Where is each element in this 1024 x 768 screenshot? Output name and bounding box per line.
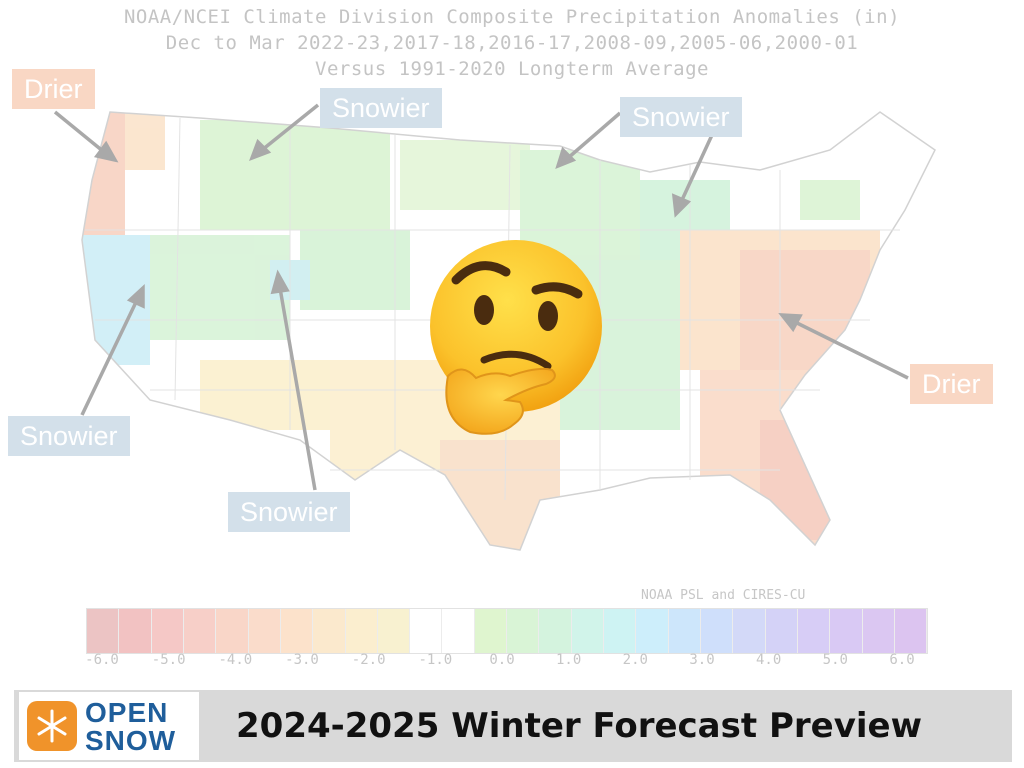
colorbar-cell	[797, 609, 831, 653]
callout-snowier-sierra: Snowier	[8, 416, 130, 456]
colorbar-cell	[87, 609, 120, 653]
colorbar-cell	[474, 609, 508, 653]
colorbar-tick-label: 0.0	[489, 652, 515, 668]
colorbar-cell	[507, 609, 540, 653]
colorbar-cell	[151, 609, 184, 653]
colorbar-tick-label: -5.0	[151, 652, 186, 668]
map-title-line-3: Versus 1991-2020 Longterm Average	[315, 58, 709, 80]
colorbar-cell	[733, 609, 766, 653]
colorbar-cell	[410, 609, 443, 653]
colorbar-cell	[830, 609, 863, 653]
colorbar-cell	[183, 609, 217, 653]
footer-banner: OPEN SNOW 2024-2025 Winter Forecast Prev…	[0, 687, 1024, 768]
colorbar-cell	[571, 609, 604, 653]
colorbar-cell	[668, 609, 701, 653]
colorbar-tick-label: -4.0	[218, 652, 253, 668]
callout-drier-northwest: Drier	[12, 69, 95, 109]
colorbar-cell	[248, 609, 281, 653]
colorbar-tick-label: -3.0	[285, 652, 319, 668]
colorbar	[86, 608, 928, 654]
map-title-line-1: NOAA/NCEI Climate Division Composite Pre…	[123, 6, 901, 28]
colorbar-cell	[862, 609, 895, 653]
colorbar-tick-label: 6.0	[889, 652, 915, 668]
colorbar-cell	[345, 609, 378, 653]
colorbar-cell	[119, 609, 152, 653]
us-outline	[81, 111, 936, 551]
colorbar-tick-label: 4.0	[756, 652, 782, 668]
colorbar-tick-label: -1.0	[418, 652, 453, 668]
colorbar-cell	[700, 609, 734, 653]
colorbar-cell	[765, 609, 798, 653]
map-title-line-2: Dec to Mar 2022-23,2017-18,2016-17,2008-…	[165, 32, 859, 54]
colorbar-tick-label: 2.0	[622, 652, 648, 668]
colorbar-cell	[539, 609, 572, 653]
colorbar-tick-label: -6.0	[85, 652, 119, 668]
logo-text-snow: SNOW	[85, 725, 177, 756]
callout-snowier-northern-rockies: Snowier	[320, 88, 442, 128]
logo-text-open: OPEN	[85, 697, 169, 728]
callout-snowier-great-lakes: Snowier	[620, 97, 742, 137]
colorbar-cell	[313, 609, 346, 653]
colorbar-cell	[280, 609, 314, 653]
colorbar-cell	[636, 609, 669, 653]
map-credit: NOAA PSL and CIRES-CU	[641, 588, 806, 603]
thinking-face-icon	[430, 240, 602, 435]
colorbar-cell	[216, 609, 249, 653]
opensnow-logo: OPEN SNOW	[19, 692, 199, 760]
colorbar-cell	[442, 609, 475, 653]
colorbar-tick-label: 5.0	[822, 652, 848, 668]
snowflake-mountain-icon	[27, 701, 77, 751]
colorbar-tick-label: -2.0	[351, 652, 386, 668]
colorbar-cell	[604, 609, 637, 653]
colorbar-tick-label: 3.0	[689, 652, 715, 668]
forecast-title: 2024-2025 Winter Forecast Preview	[236, 706, 922, 746]
callout-snowier-southern-rockies: Snowier	[228, 492, 350, 532]
colorbar-cell	[894, 609, 928, 653]
colorbar-cell	[377, 609, 411, 653]
callout-drier-southeast: Drier	[910, 364, 993, 404]
callout-arrows	[53, 103, 909, 491]
colorbar-tick-label: 1.0	[556, 652, 582, 668]
